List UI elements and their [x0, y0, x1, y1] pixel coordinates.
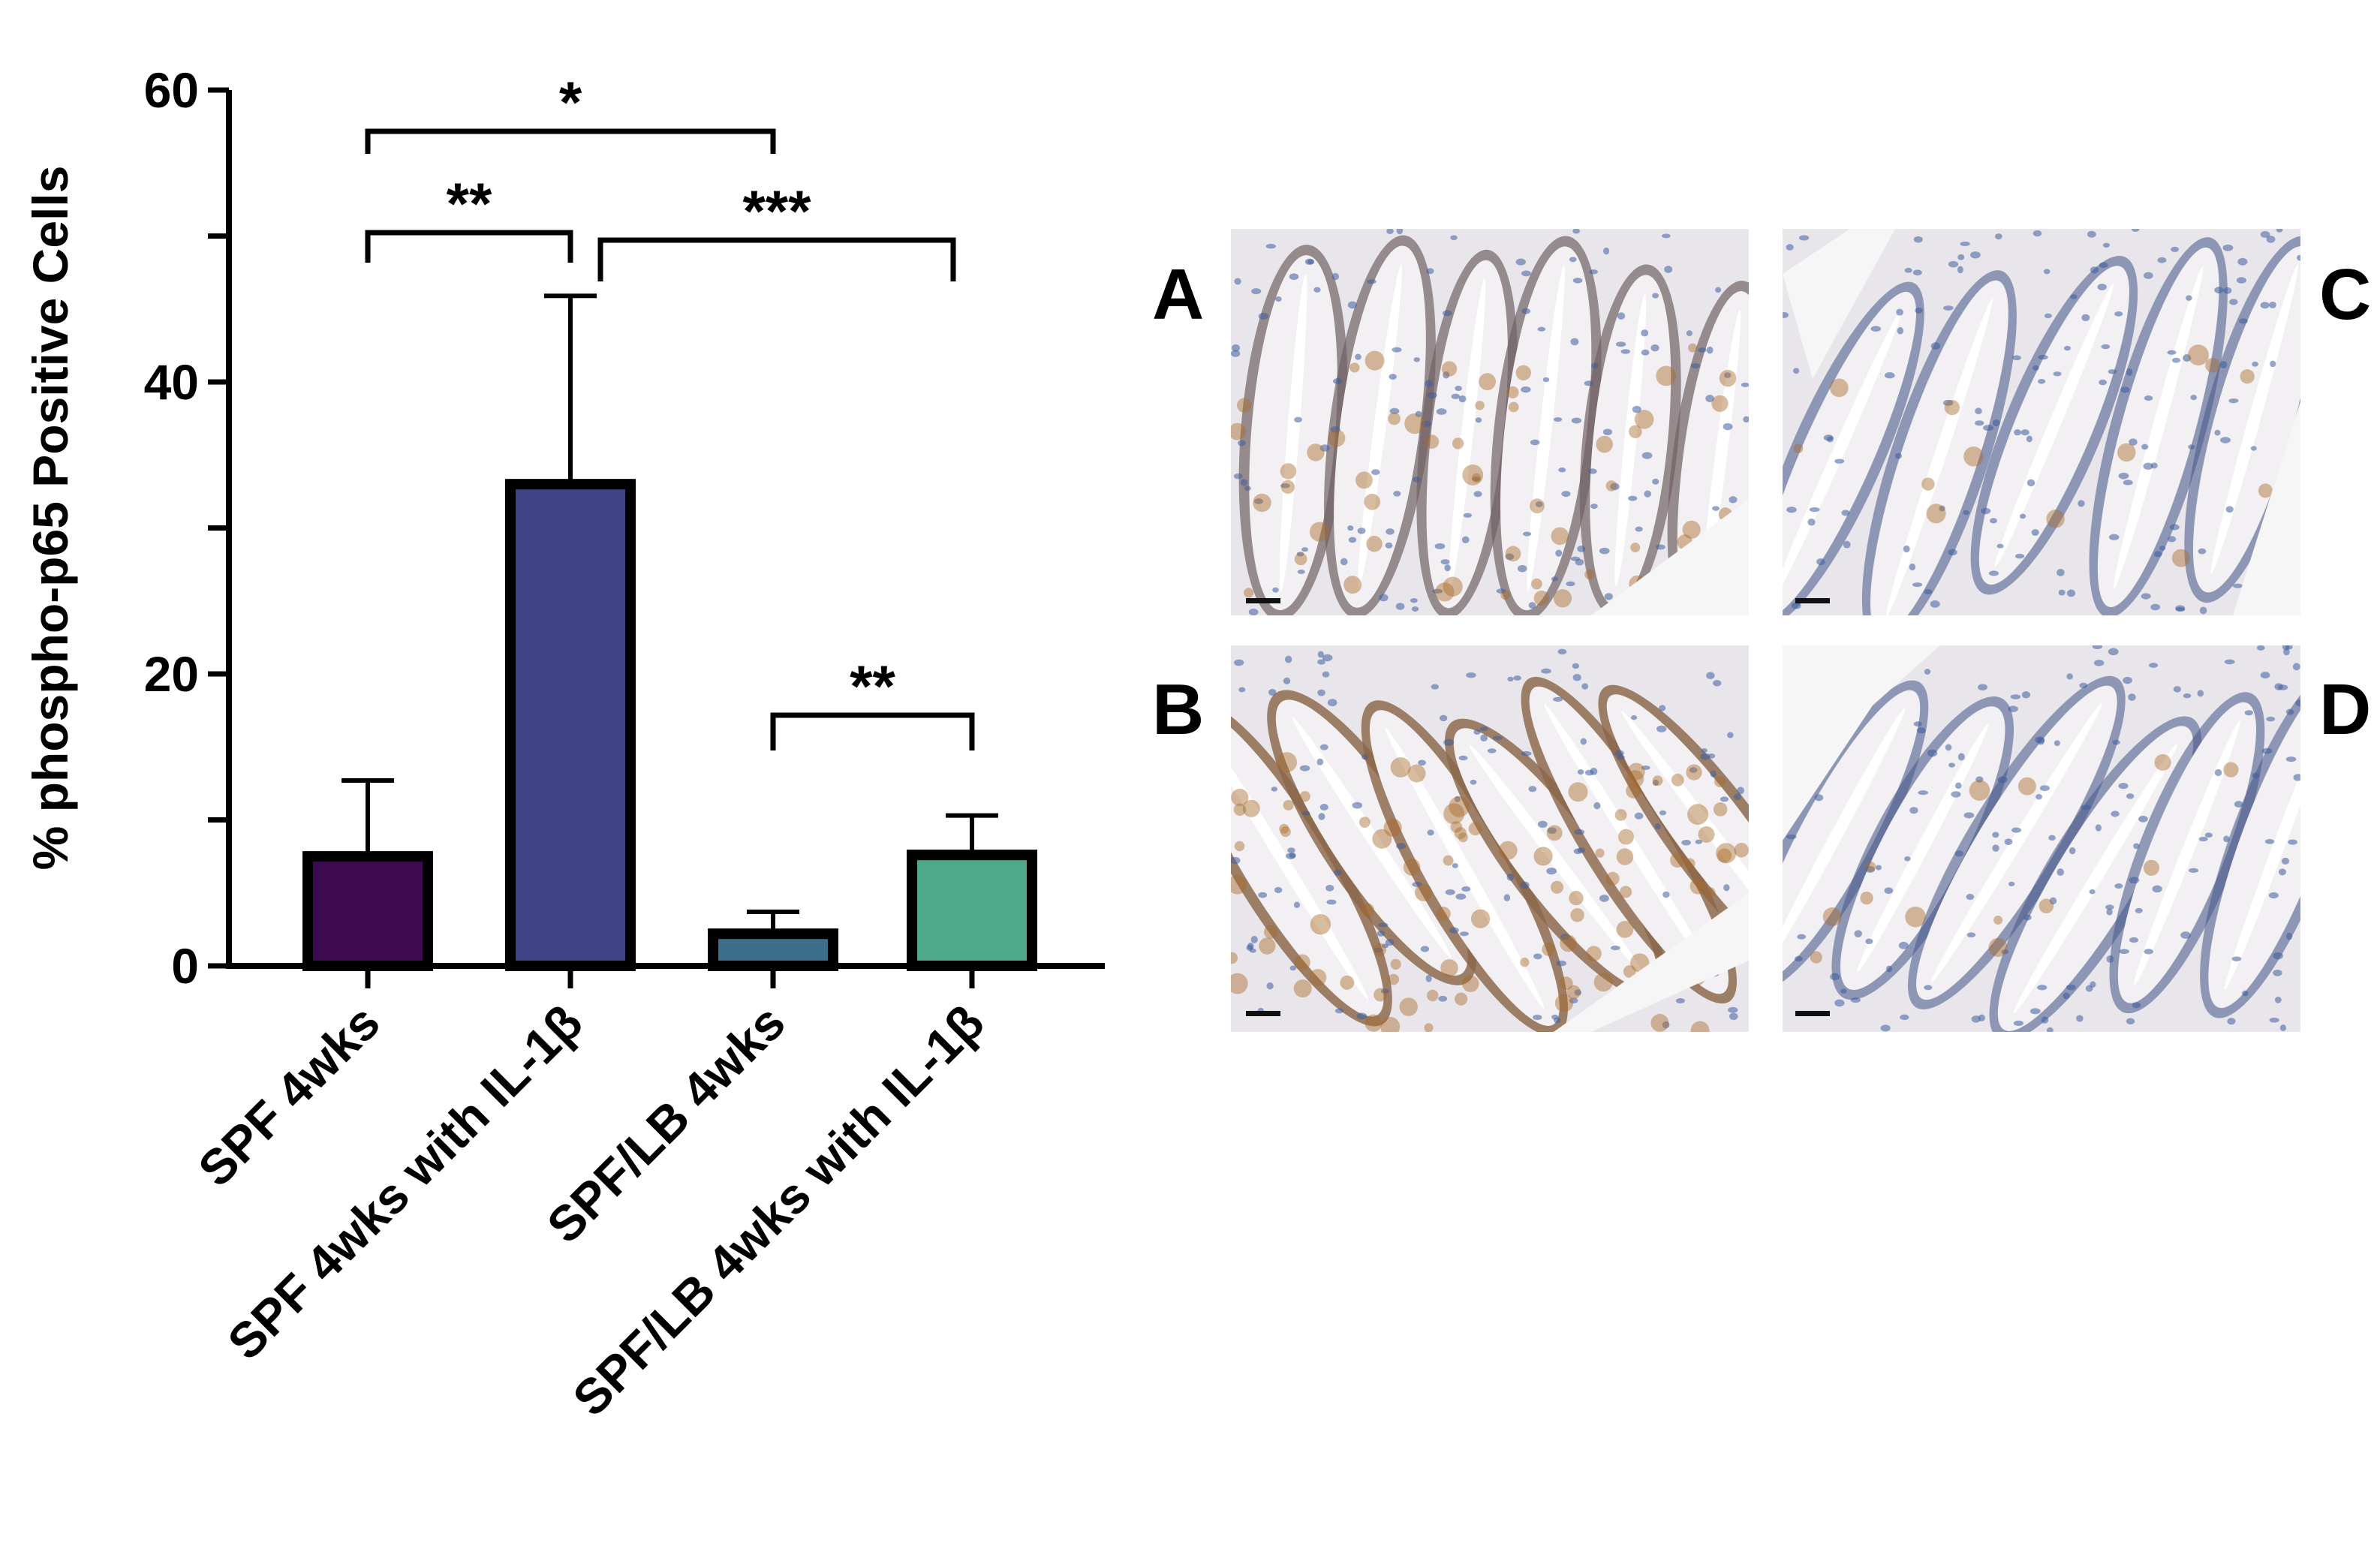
panel-label-c: C [2319, 254, 2371, 335]
x-category-label: SPF 4wks [188, 994, 390, 1197]
scale-bar-b [1246, 1011, 1280, 1016]
crypt [1238, 245, 1348, 615]
bar [505, 479, 636, 971]
y-tick-labels: 0 20 40 60 [144, 62, 199, 994]
crypt [2200, 660, 2300, 1018]
significance-label: ** [850, 653, 895, 719]
bar [708, 928, 838, 971]
crypt [1598, 684, 1749, 988]
crypt [2089, 237, 2228, 615]
crypt [1783, 281, 1924, 615]
crypt [1490, 236, 1602, 615]
crypt [1908, 675, 2126, 1010]
bar [907, 850, 1037, 972]
significance-bracket [365, 128, 776, 154]
significance-label: *** [742, 178, 811, 244]
crypt [1361, 700, 1568, 1032]
axes [208, 87, 1105, 988]
y-tick-label: 60 [144, 62, 199, 118]
significance-bracket [597, 237, 956, 281]
micrograph-panels: A B C D [1152, 229, 2371, 1032]
significance-bracket [770, 712, 975, 750]
significance-bracket [365, 230, 573, 263]
crypt [1970, 255, 2138, 595]
scale-bar-c [1795, 598, 1830, 603]
crypt [2109, 692, 2265, 1014]
error-bars [342, 293, 998, 934]
x-category-label: SPF 4wks with IL-1β [217, 994, 593, 1370]
y-tick-label: 0 [171, 938, 199, 994]
crypt [1324, 235, 1436, 615]
panel-label-d: D [2319, 669, 2371, 750]
panel-label-a: A [1152, 254, 1204, 335]
scale-bar-a [1246, 598, 1280, 603]
micrograph-panel-a [1231, 229, 1749, 615]
crypt [1521, 676, 1737, 1004]
crypt [1579, 264, 1681, 615]
crypt [1783, 680, 1929, 992]
micrograph-panel-c [1783, 229, 2300, 615]
bars [302, 479, 1037, 972]
significance-brackets: *** ***** [365, 69, 975, 750]
crypt [1989, 716, 2202, 1032]
significance-label: * [559, 69, 582, 135]
micrograph-panel-b [1231, 645, 1749, 1032]
y-axis-title: % phospho-p65 Positive Cells [23, 166, 78, 871]
significance-label: ** [447, 170, 492, 236]
crypt [2184, 236, 2300, 603]
bar-chart: % phospho-p65 Positive Cells *** ***** 02… [23, 62, 1105, 1427]
micrograph-panel-d [1783, 645, 2300, 1032]
y-tick-label: 40 [144, 354, 199, 410]
panel-label-b: B [1152, 669, 1204, 750]
y-tick-label: 20 [144, 646, 199, 702]
crypt [1445, 718, 1667, 1000]
crypt [1231, 697, 1392, 1027]
scale-bar-d [1795, 1011, 1830, 1016]
x-category-label: SPF/LB 4wks with IL-1β [562, 994, 994, 1427]
bar [302, 851, 433, 971]
